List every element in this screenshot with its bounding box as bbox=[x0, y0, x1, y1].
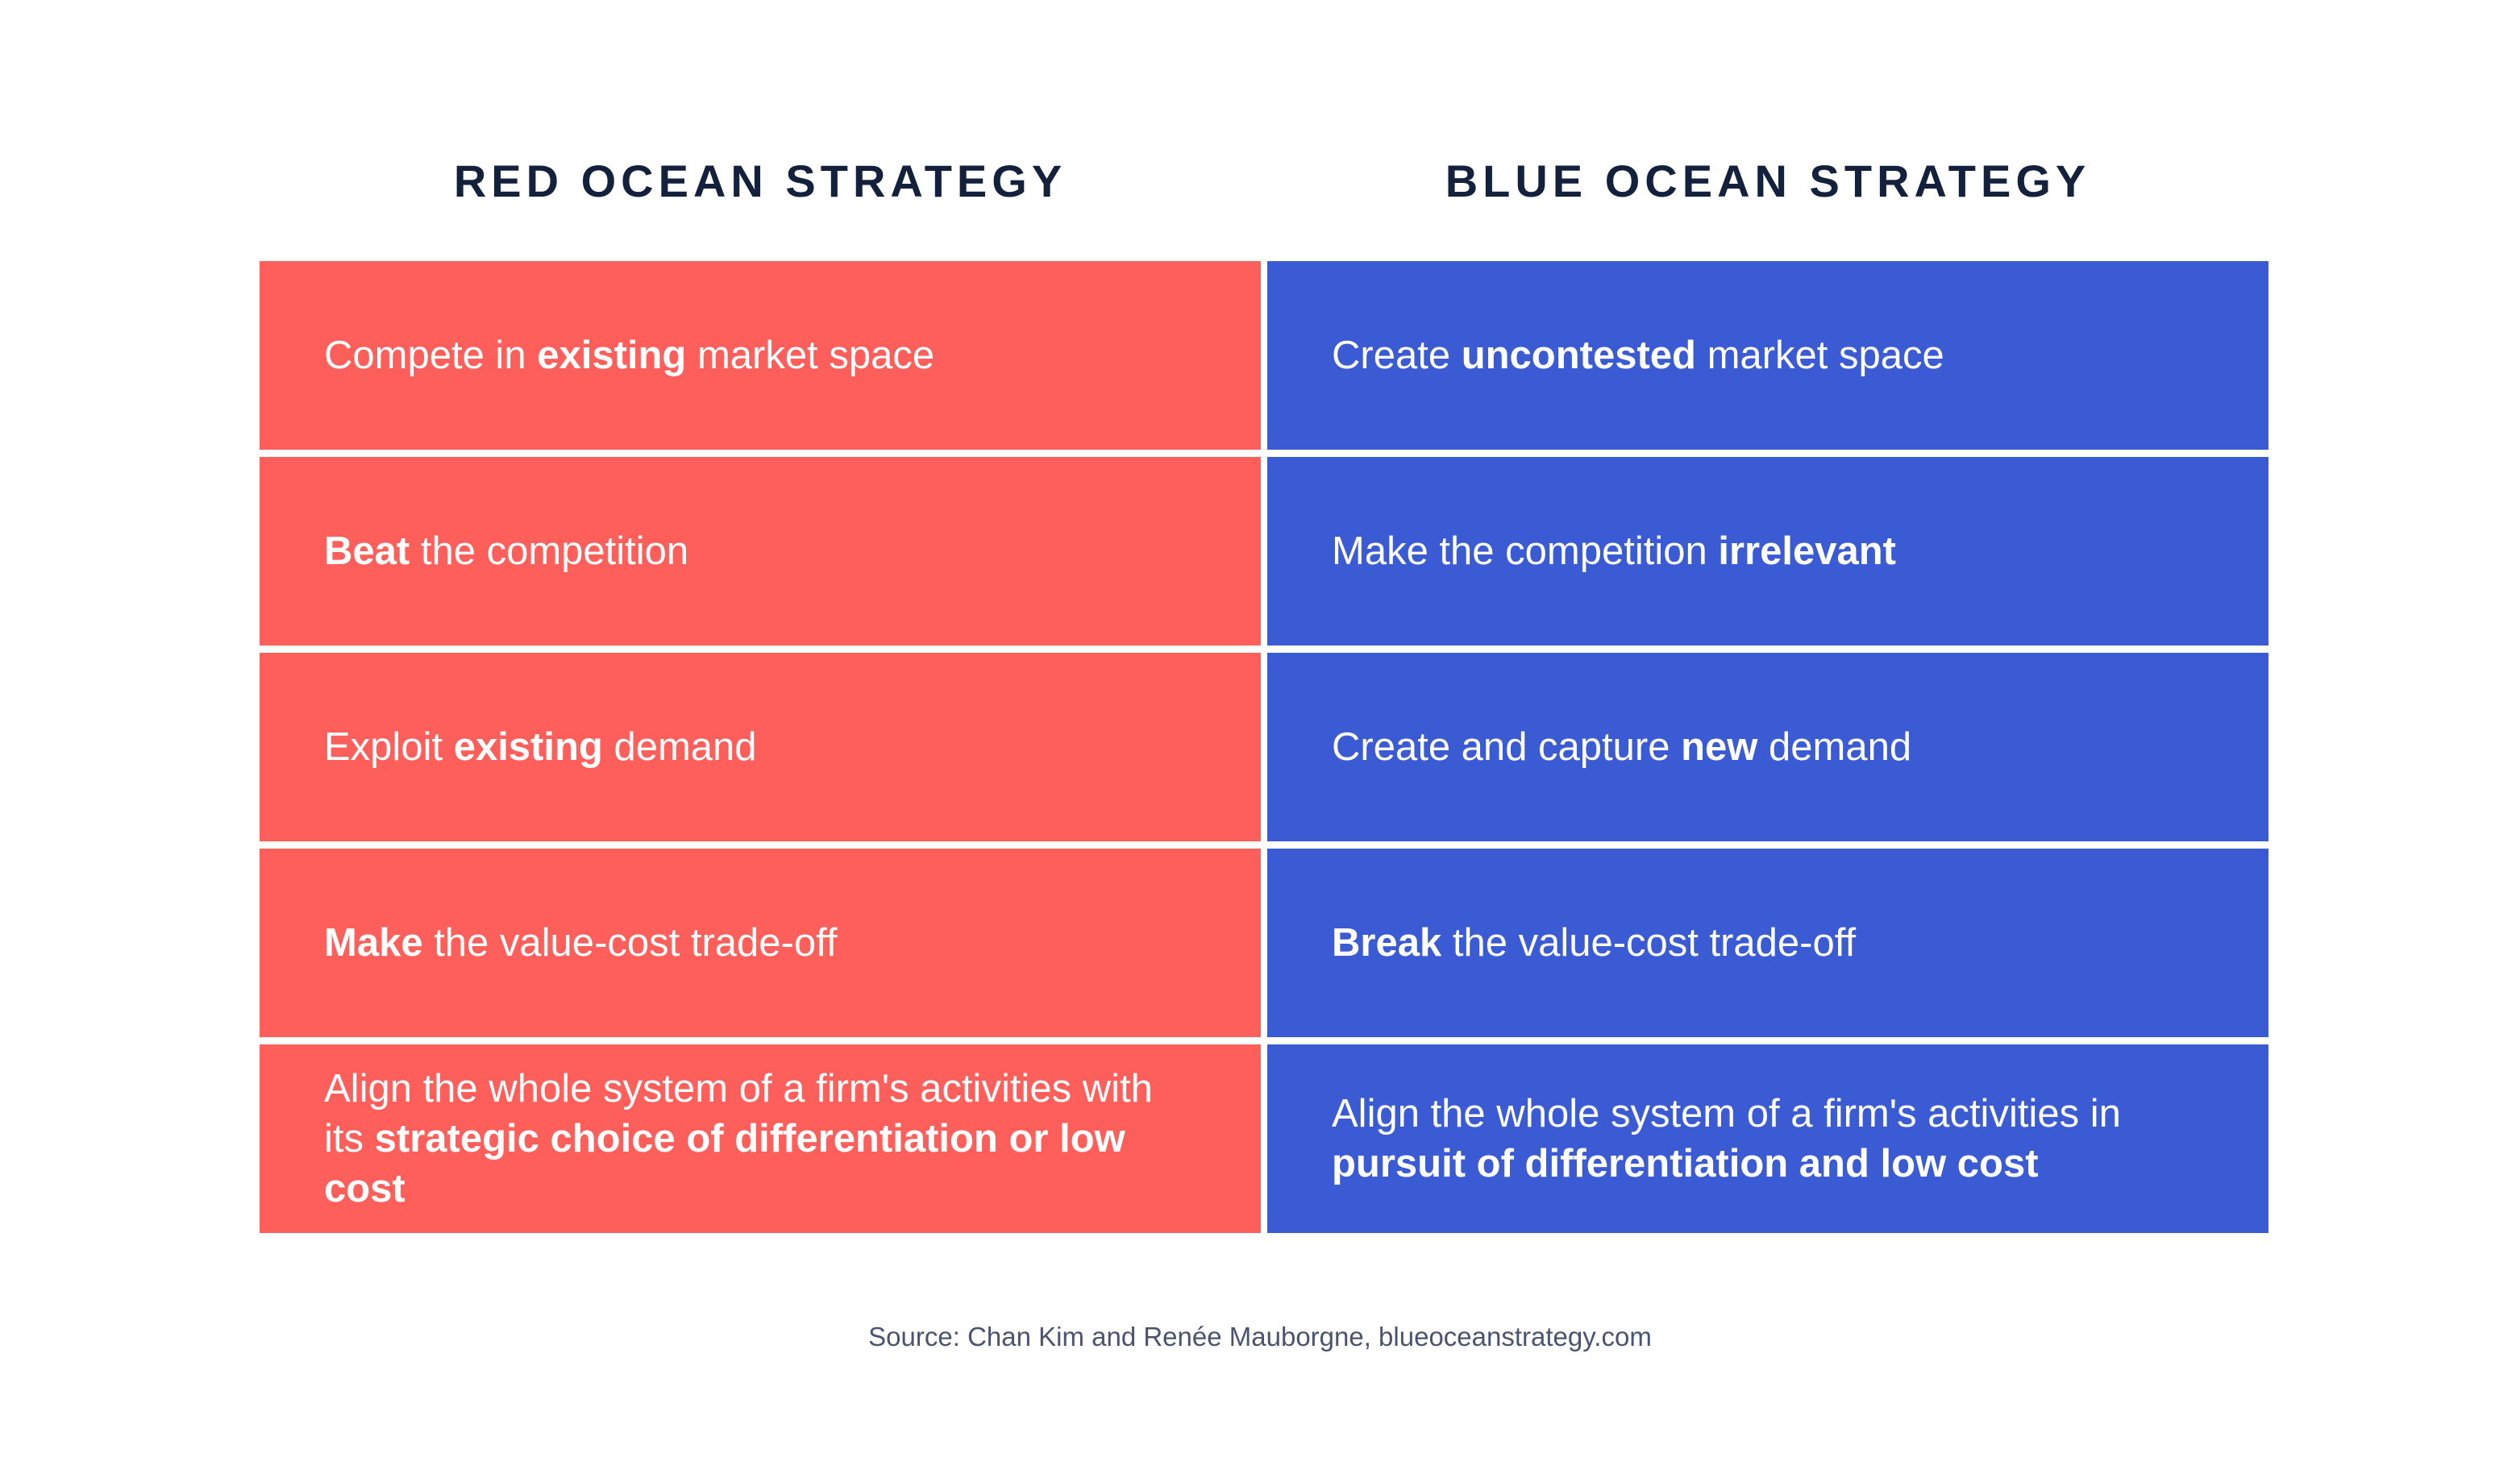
red-cell-2: Beat the competition bbox=[260, 457, 1261, 646]
blue-cell-4: Break the value-cost trade-off bbox=[1267, 849, 2268, 1037]
red-cell-1: Compete in existing market space bbox=[260, 261, 1261, 450]
blue-ocean-heading: BLUE OCEAN STRATEGY bbox=[1445, 156, 2091, 206]
comparison-table: Compete in existing market space Create … bbox=[260, 261, 2268, 1233]
red-cell-3: Exploit existing demand bbox=[260, 653, 1261, 841]
blue-cell-2: Make the competition irrelevant bbox=[1267, 457, 2268, 646]
red-cell-5: Align the whole system of a firm's activ… bbox=[260, 1044, 1261, 1233]
red-ocean-heading: RED OCEAN STRATEGY bbox=[453, 156, 1067, 206]
source-citation: Source: Chan Kim and Renée Mauborgne, bl… bbox=[868, 1322, 1652, 1351]
blue-cell-3: Create and capture new demand bbox=[1267, 653, 2268, 841]
red-cell-4: Make the value-cost trade-off bbox=[260, 849, 1261, 1037]
blue-cell-5: Align the whole system of a firm's activ… bbox=[1267, 1044, 2268, 1233]
blue-cell-1: Create uncontested market space bbox=[1267, 261, 2268, 450]
